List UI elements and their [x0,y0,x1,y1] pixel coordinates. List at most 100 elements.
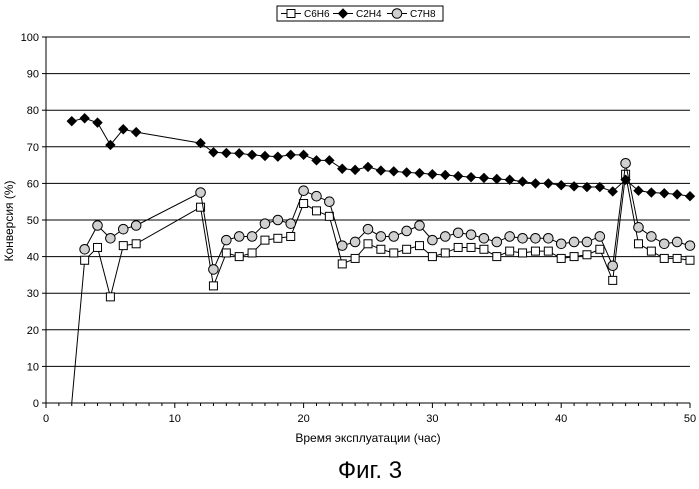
point-C7H8-35 [582,237,592,247]
point-C7H8-37 [608,261,618,271]
point-C7H8-40 [647,232,657,242]
point-C7H8-22 [415,221,425,231]
point-C6H6-26 [454,243,462,251]
x-tick-label-40: 40 [555,413,567,425]
point-C2H4-19 [364,162,373,171]
point-C7H8-34 [569,237,579,247]
point-C6H6-38 [609,276,617,284]
point-C6H6-44 [686,256,694,264]
point-C6H6-40 [634,240,642,248]
legend-marker-C6H6 [287,10,295,18]
point-C2H4-26 [454,172,463,181]
point-C2H4-41 [647,188,656,197]
y-tick-label-20: 20 [27,325,39,337]
point-C7H8-14 [312,191,322,201]
point-C7H8-36 [595,232,605,242]
point-C6H6-22 [403,245,411,253]
point-C7H8-21 [402,226,412,236]
point-C7H8-15 [325,197,335,207]
x-tick-label-30: 30 [426,413,438,425]
point-C2H4-18 [351,165,360,174]
point-C6H6-23 [416,242,424,250]
point-C6H6-25 [441,249,449,257]
point-C6H6-2 [94,243,102,251]
point-C2H4-31 [518,177,527,186]
y-tick-label-40: 40 [27,252,39,264]
point-C2H4-32 [531,179,540,188]
point-C6H6-9 [235,253,243,261]
point-C2H4-15 [312,156,321,165]
y-tick-label-10: 10 [27,361,39,373]
x-tick-label-20: 20 [297,413,309,425]
point-C6H6-11 [261,236,269,244]
point-C6H6-1 [81,256,89,264]
point-C6H6-16 [325,212,333,220]
point-C2H4-24 [428,170,437,179]
point-C7H8-30 [518,234,528,244]
point-C7H8-43 [685,241,695,251]
point-C6H6-10 [248,249,256,257]
y-tick-label-90: 90 [27,69,39,81]
point-C2H4-1 [80,114,89,123]
point-C7H8-6 [209,265,219,275]
point-C2H4-7 [209,148,218,157]
series-C2H4 [67,114,694,201]
point-C6H6-3 [106,293,114,301]
point-C6H6-31 [519,249,527,257]
point-C7H8-9 [247,232,257,242]
point-C2H4-28 [479,173,488,182]
x-tick-label-10: 10 [169,413,181,425]
series-layer [67,114,695,403]
point-C6H6-7 [209,282,217,290]
y-tick-label-70: 70 [27,142,39,154]
point-C6H6-34 [557,254,565,262]
y-tick-label-80: 80 [27,105,39,117]
point-C7H8-17 [350,237,360,247]
point-C2H4-42 [660,189,669,198]
point-C7H8-33 [556,239,566,249]
point-C2H4-14 [299,150,308,159]
point-C2H4-20 [376,166,385,175]
point-C7H8-12 [286,219,296,229]
point-C7H8-7 [222,235,232,245]
point-C7H8-39 [634,223,644,233]
point-C2H4-36 [582,183,591,192]
point-C6H6-36 [583,251,591,259]
point-C7H8-10 [260,219,270,229]
point-C2H4-13 [286,150,295,159]
point-C7H8-16 [337,241,347,251]
point-C6H6-37 [596,245,604,253]
point-C7H8-32 [544,234,554,244]
point-C7H8-11 [273,215,283,225]
y-axis-label: Конверсия (%) [2,180,16,261]
point-C2H4-30 [505,175,514,184]
figure-caption: Фиг. 3 [338,457,402,484]
point-C2H4-10 [248,150,257,159]
gridlines [46,37,690,366]
point-C6H6-27 [467,243,475,251]
point-C2H4-22 [402,168,411,177]
point-C2H4-0 [67,117,76,126]
point-C7H8-2 [106,234,116,244]
point-C2H4-16 [325,156,334,165]
point-C7H8-13 [299,186,309,196]
point-C6H6-28 [480,245,488,253]
point-C6H6-12 [274,234,282,242]
legend-label-C7H8: C7H8 [410,9,436,20]
line-C6H6 [72,174,690,403]
point-C7H8-24 [440,232,450,242]
point-C7H8-1 [93,221,103,231]
series-C6H6 [72,170,694,403]
legend-label-C2H4: C2H4 [356,9,382,20]
point-C7H8-31 [531,234,541,244]
point-C7H8-5 [196,188,206,198]
point-C6H6-20 [377,245,385,253]
point-C6H6-14 [300,200,308,208]
point-C2H4-23 [415,169,424,178]
point-C2H4-21 [389,167,398,176]
point-C2H4-12 [273,152,282,161]
point-C7H8-4 [131,221,141,231]
point-C2H4-34 [557,181,566,190]
point-C7H8-41 [659,239,669,249]
point-C7H8-27 [479,234,489,244]
